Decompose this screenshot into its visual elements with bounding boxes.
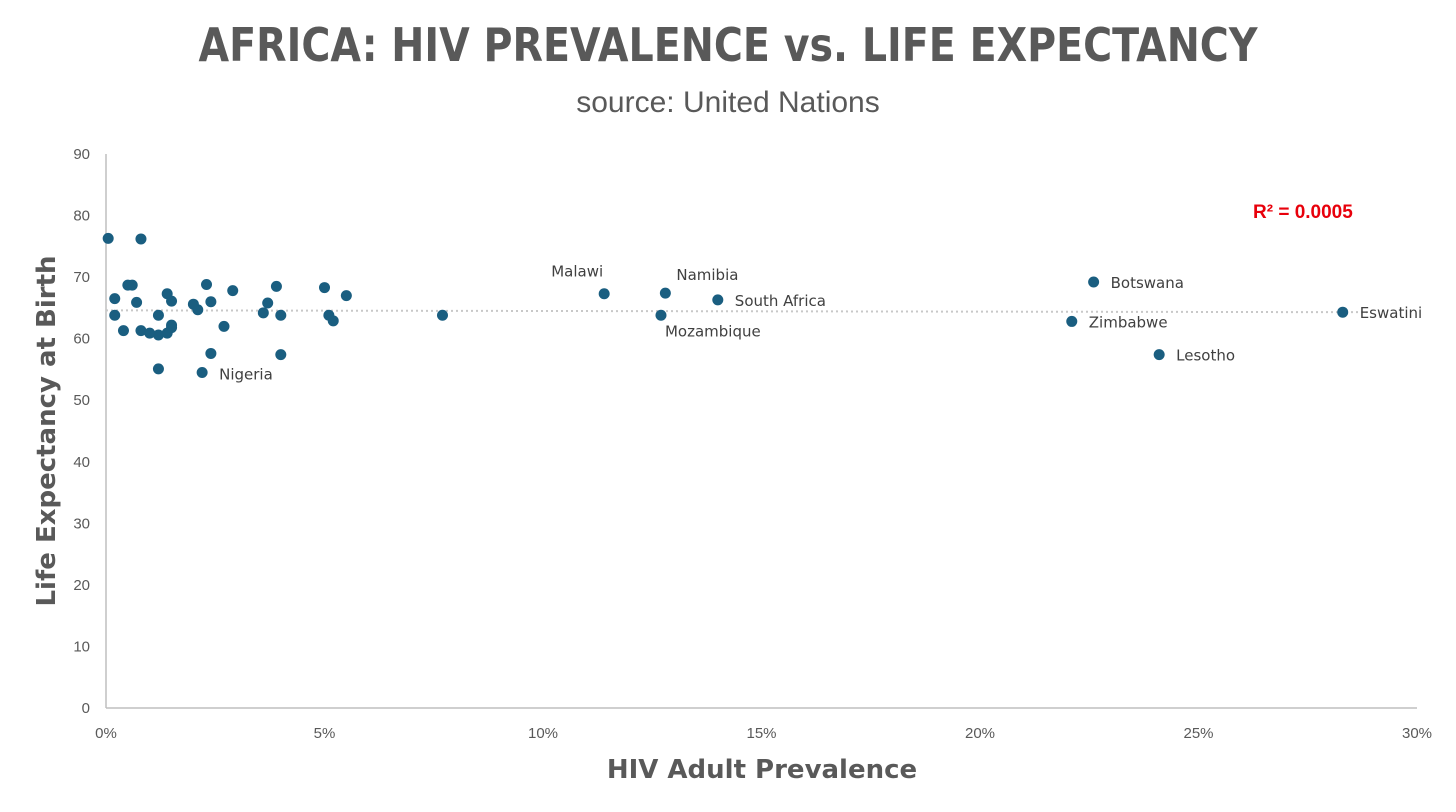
data-point-eswatini xyxy=(1337,306,1349,318)
y-axis-ticks: 0 10 20 30 40 50 60 70 80 90 xyxy=(73,146,90,717)
data-point-mozambique xyxy=(655,309,667,321)
data-point xyxy=(218,320,230,332)
point-label-eswatini: Eswatini xyxy=(1360,304,1422,322)
data-point xyxy=(109,309,121,321)
data-point xyxy=(275,309,287,321)
trendline xyxy=(105,309,1368,314)
data-point-botswana xyxy=(1088,276,1100,288)
data-point xyxy=(152,309,164,321)
data-point-lesotho xyxy=(1153,349,1165,361)
data-point xyxy=(201,278,213,290)
data-point-malawi xyxy=(598,288,610,300)
data-point xyxy=(270,280,282,292)
data-points xyxy=(102,232,1349,379)
data-point xyxy=(205,347,217,359)
data-point xyxy=(166,322,178,334)
y-tick-label: 40 xyxy=(73,454,90,471)
x-axis-ticks: 0% 5% 10% 15% 20% 25% 30% xyxy=(95,725,1432,742)
point-label-namibia: Namibia xyxy=(676,266,738,284)
data-point xyxy=(262,297,274,309)
data-point-nigeria xyxy=(196,367,208,379)
y-tick-label: 10 xyxy=(73,638,90,655)
data-point xyxy=(144,327,156,339)
data-point xyxy=(192,304,204,316)
x-tick-label: 25% xyxy=(1183,725,1213,742)
point-label-lesotho: Lesotho xyxy=(1176,347,1235,365)
chart-subtitle: source: United Nations xyxy=(576,86,880,119)
data-point-south-africa xyxy=(712,294,724,306)
x-axis-title: HIV Adult Prevalence xyxy=(607,755,917,785)
data-point xyxy=(340,290,352,302)
point-label-nigeria: Nigeria xyxy=(219,366,273,384)
x-tick-label: 20% xyxy=(965,725,995,742)
data-point xyxy=(319,282,330,294)
point-label-mozambique: Mozambique xyxy=(665,322,761,340)
y-tick-label: 50 xyxy=(73,392,90,409)
point-label-south-africa: South Africa xyxy=(735,292,826,310)
data-point xyxy=(131,296,143,308)
data-point xyxy=(152,363,164,375)
data-point xyxy=(135,325,147,337)
data-point xyxy=(152,329,164,341)
data-point xyxy=(227,285,239,297)
x-tick-label: 5% xyxy=(314,725,336,742)
data-point xyxy=(436,309,448,321)
data-point-namibia xyxy=(659,287,671,299)
point-label-botswana: Botswana xyxy=(1111,274,1184,292)
chart-title: AFRICA: HIV PREVALENCE vs. LIFE EXPECTAN… xyxy=(198,18,1258,72)
data-point xyxy=(205,296,217,308)
x-tick-label: 10% xyxy=(528,725,558,742)
y-tick-label: 80 xyxy=(73,208,90,225)
data-point xyxy=(166,295,178,307)
y-tick-label: 60 xyxy=(73,331,90,348)
data-point xyxy=(275,349,287,361)
y-tick-label: 20 xyxy=(73,577,90,594)
point-label-malawi: Malawi xyxy=(551,263,603,281)
data-point xyxy=(117,325,129,337)
x-tick-label: 0% xyxy=(95,725,117,742)
y-tick-label: 70 xyxy=(73,269,90,286)
data-point xyxy=(327,315,339,327)
point-label-zimbabwe: Zimbabwe xyxy=(1089,313,1168,331)
data-point-zimbabwe xyxy=(1066,315,1078,327)
x-tick-label: 30% xyxy=(1402,725,1432,742)
y-tick-label: 90 xyxy=(73,146,90,163)
data-point xyxy=(135,233,147,245)
x-tick-label: 15% xyxy=(746,725,776,742)
data-point xyxy=(109,293,121,305)
data-point xyxy=(257,307,269,319)
point-labels: Nigeria Malawi Mozambique Namibia South Afri… xyxy=(219,263,1422,384)
data-point xyxy=(126,279,138,291)
r-squared-annotation: R² = 0.0005 xyxy=(1253,202,1353,223)
y-tick-label: 30 xyxy=(73,515,90,532)
data-point xyxy=(102,232,114,244)
y-axis-title: Life Expectancy at Birth xyxy=(32,255,62,606)
y-tick-label: 0 xyxy=(82,700,90,717)
